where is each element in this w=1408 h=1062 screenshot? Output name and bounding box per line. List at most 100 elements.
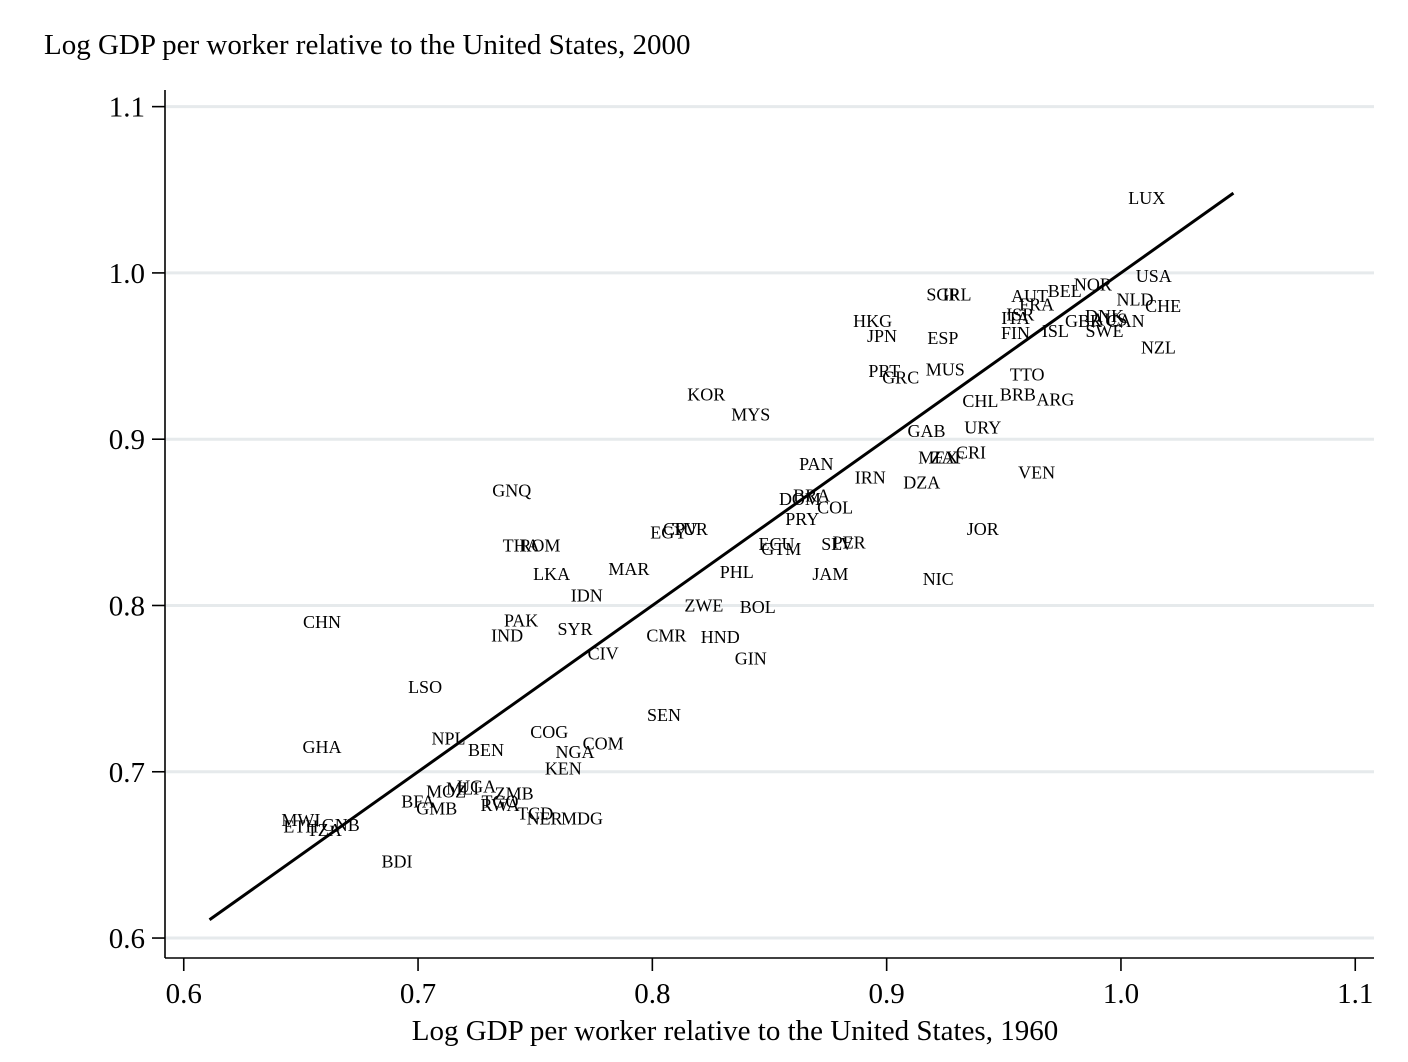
point-label: ARG: [1036, 389, 1074, 409]
x-tick-label: 0.9: [869, 978, 905, 1010]
point-label: TUR: [672, 519, 708, 539]
point-label: MDG: [561, 808, 603, 828]
point-label: CMR: [646, 625, 686, 645]
point-label: USA: [1136, 266, 1172, 286]
point-label: TTO: [1010, 364, 1045, 384]
point-label: MAR: [608, 559, 649, 579]
point-label: NIC: [923, 569, 954, 589]
point-label: SWE: [1086, 321, 1124, 341]
point-label: JOR: [967, 519, 999, 539]
point-label: GMB: [416, 798, 457, 818]
x-tick-label: 0.7: [400, 978, 436, 1010]
point-label: NLD: [1117, 290, 1154, 310]
point-label: BEL: [1048, 281, 1082, 301]
point-label: PAK: [504, 610, 538, 630]
point-label: GNB: [322, 815, 360, 835]
point-label: CHL: [962, 391, 998, 411]
point-label: PRY: [785, 509, 819, 529]
point-label: CRI: [956, 442, 986, 462]
fit-line-layer: [208, 191, 1235, 921]
point-label: ITA: [1001, 308, 1030, 328]
point-label: GNQ: [492, 481, 531, 501]
point-label: NZL: [1141, 338, 1176, 358]
point-label: CAN: [1107, 311, 1145, 331]
point-label: MUS: [926, 359, 965, 379]
point-label: EGY: [650, 522, 687, 542]
x-tick-label: 1.0: [1103, 978, 1139, 1010]
y-tick-label: 0.7: [109, 757, 145, 789]
point-label: MWI: [281, 810, 320, 830]
point-label: ECU: [759, 534, 795, 554]
point-label: GHA: [302, 737, 341, 757]
point-label: CIV: [588, 644, 619, 664]
point-label: URY: [964, 418, 1001, 438]
point-label: ZMB: [495, 783, 534, 803]
point-label: GAB: [907, 421, 945, 441]
y-axis-title: Log GDP per worker relative to the Unite…: [44, 29, 690, 61]
point-label: LUX: [1128, 188, 1165, 208]
point-label: ZWE: [684, 595, 723, 615]
y-tick-label: 0.9: [109, 424, 145, 456]
point-label: FRA: [1019, 295, 1054, 315]
point-label: ISL: [1042, 321, 1069, 341]
point-label: ETH: [283, 817, 318, 837]
point-label: BRB: [1000, 384, 1036, 404]
point-label: IRL: [942, 285, 971, 305]
point-label: SGP: [926, 285, 959, 305]
point-label: HKG: [853, 311, 892, 331]
gridlines: [166, 105, 1374, 940]
point-label: ISR: [1006, 304, 1034, 324]
point-label: TZA: [307, 820, 342, 840]
point-label: AUS: [1091, 309, 1127, 329]
point-label: BFA: [401, 792, 435, 812]
y-tick-label: 0.6: [109, 923, 145, 955]
point-label: RWA: [481, 795, 520, 815]
point-label: KOR: [687, 384, 725, 404]
point-label: JAM: [812, 564, 848, 584]
point-label: MYS: [731, 404, 770, 424]
point-label: NGA: [556, 742, 595, 762]
point-label: GTM: [761, 539, 801, 559]
tick-marks: 0.6 0.7 0.8 0.9 1.0 1.1 0.6 0.7 0.8 0.9 1.0 1.1: [109, 92, 1374, 1010]
point-label: IDN: [571, 586, 603, 606]
point-label: CHE: [1145, 296, 1181, 316]
point-label: BRA: [793, 486, 830, 506]
point-label: MEX: [918, 447, 958, 467]
point-label: PHL: [720, 562, 754, 582]
point-label: NPL: [431, 729, 465, 749]
point-label: GIN: [735, 649, 767, 669]
point-label: CHN: [303, 612, 341, 632]
point-label: HND: [701, 627, 740, 647]
point-label: MOZ: [426, 782, 466, 802]
x-tick-label: 0.6: [166, 978, 202, 1010]
fit-line: [208, 191, 1235, 921]
point-label: PER: [833, 532, 866, 552]
point-label: MLI: [446, 778, 479, 798]
point-label: BDI: [381, 852, 412, 872]
point-label: LSO: [408, 677, 442, 697]
point-label: GRC: [882, 368, 919, 388]
point-label: PRT: [868, 361, 900, 381]
y-tick-label: 1.1: [109, 92, 145, 124]
point-label: COG: [530, 722, 568, 742]
axes: [164, 90, 1374, 959]
point-label: COL: [817, 497, 853, 517]
x-tick-label: 1.1: [1337, 978, 1373, 1010]
point-label: FIN: [1001, 323, 1030, 343]
point-label: NOR: [1074, 275, 1112, 295]
point-label: SLV: [821, 534, 853, 554]
point-label: LKA: [533, 564, 570, 584]
point-label: UGA: [457, 777, 496, 797]
point-label: IRN: [855, 467, 886, 487]
x-axis-title: Log GDP per worker relative to the Unite…: [412, 1015, 1058, 1047]
point-label: ZAF: [931, 447, 965, 467]
point-label: TCD: [517, 803, 553, 823]
point-label: BOL: [740, 597, 776, 617]
point-label: JPN: [867, 326, 897, 346]
point-label: BEN: [468, 740, 504, 760]
point-label: NER: [527, 808, 563, 828]
point-label: ROM: [519, 536, 560, 556]
x-tick-label: 0.8: [634, 978, 670, 1010]
